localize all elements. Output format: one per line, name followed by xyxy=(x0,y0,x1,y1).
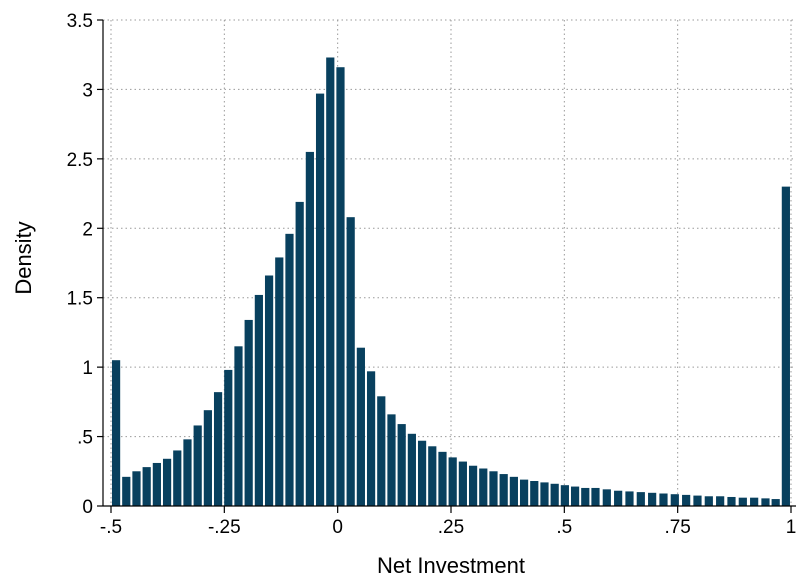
histogram-bar xyxy=(771,499,780,506)
histogram-bar xyxy=(152,462,161,506)
histogram-bar xyxy=(111,360,121,506)
y-tick-label: 1 xyxy=(82,358,93,379)
histogram-bar xyxy=(264,275,274,506)
y-tick-label: 3 xyxy=(82,80,93,101)
histogram-bar xyxy=(761,498,770,506)
histogram-bar xyxy=(346,217,355,507)
histogram-bar xyxy=(387,414,396,506)
histogram-bar xyxy=(530,481,539,506)
histogram-bar xyxy=(659,493,668,506)
x-tick-label: 0 xyxy=(332,517,343,538)
x-tick-label: .5 xyxy=(556,517,572,538)
histogram-bar xyxy=(173,450,182,506)
histogram-bar xyxy=(305,151,314,506)
histogram-bar xyxy=(315,93,325,506)
x-tick-label: .25 xyxy=(438,517,464,538)
histogram-bar xyxy=(716,496,725,506)
y-tick-label: 1.5 xyxy=(67,289,93,310)
histogram-bar xyxy=(407,433,416,506)
histogram-bar xyxy=(468,465,478,506)
histogram-bar xyxy=(636,492,645,506)
histogram-bar xyxy=(727,496,736,506)
histogram-bar xyxy=(550,483,559,506)
histogram-bar xyxy=(648,492,657,506)
histogram-bar xyxy=(509,476,518,506)
histogram-bar xyxy=(254,294,263,506)
histogram-bar xyxy=(213,392,223,506)
histogram-bar xyxy=(122,476,131,506)
histogram-bar xyxy=(203,410,212,506)
histogram-bar xyxy=(377,396,386,506)
histogram-bar xyxy=(682,494,691,506)
histogram-bar xyxy=(295,201,304,506)
y-tick-label: .5 xyxy=(77,428,93,449)
histogram-bar xyxy=(183,439,192,506)
histogram-bar xyxy=(162,458,172,506)
histogram-bar xyxy=(570,486,580,506)
histogram-bar xyxy=(614,490,623,506)
x-axis-ticks: -.5 -.25 0 .25 .5 .75 1 xyxy=(100,506,796,538)
histogram-bar xyxy=(560,485,569,506)
histogram-bar xyxy=(397,424,406,506)
histogram-bar xyxy=(132,471,141,506)
histogram-bar xyxy=(234,346,243,506)
histogram-bar xyxy=(591,487,600,506)
y-axis-title: Density xyxy=(11,221,36,294)
histogram-bar xyxy=(193,425,202,506)
histogram-bar xyxy=(704,496,713,506)
histogram-bar xyxy=(738,497,747,506)
y-tick-label: 2.5 xyxy=(67,150,93,171)
histogram-bar xyxy=(602,489,611,506)
histogram-bar xyxy=(499,474,508,506)
histogram-bar xyxy=(479,468,488,506)
x-tick-label: -.25 xyxy=(208,517,241,538)
y-tick-label: 2 xyxy=(82,219,93,240)
histogram-bar xyxy=(244,319,253,506)
histogram-bar xyxy=(693,495,702,506)
histogram-bar xyxy=(519,479,529,506)
x-tick-label: .75 xyxy=(664,517,690,538)
histogram-bar xyxy=(224,369,233,506)
histogram-bar xyxy=(326,57,335,507)
histogram-bar xyxy=(670,494,679,506)
y-tick-label: 3.5 xyxy=(67,11,93,32)
histogram-bar xyxy=(448,457,457,506)
y-tick-label: 0 xyxy=(82,497,93,518)
x-tick-label: -.5 xyxy=(100,517,122,538)
histogram-bar xyxy=(356,347,365,506)
histogram-bar xyxy=(366,371,376,506)
histogram-bar xyxy=(581,487,590,506)
bars xyxy=(111,57,790,507)
histogram-bar xyxy=(540,482,549,506)
histogram-bar xyxy=(275,257,284,506)
histogram-bar xyxy=(750,497,759,506)
x-axis-title: Net Investment xyxy=(377,553,525,578)
histogram-bar xyxy=(489,471,498,506)
histogram-bar xyxy=(625,491,634,506)
histogram-bar xyxy=(142,467,151,506)
histogram-bar xyxy=(417,440,427,506)
histogram-bar xyxy=(336,67,345,506)
histogram-bar xyxy=(458,461,467,506)
histogram-bar xyxy=(285,233,294,506)
histogram-bar xyxy=(428,446,437,506)
histogram-bar xyxy=(438,451,447,506)
y-axis-ticks: 0 .5 1 1.5 2 2.5 3 3.5 xyxy=(67,11,103,518)
histogram-bar xyxy=(781,186,790,506)
x-tick-label: 1 xyxy=(786,517,797,538)
